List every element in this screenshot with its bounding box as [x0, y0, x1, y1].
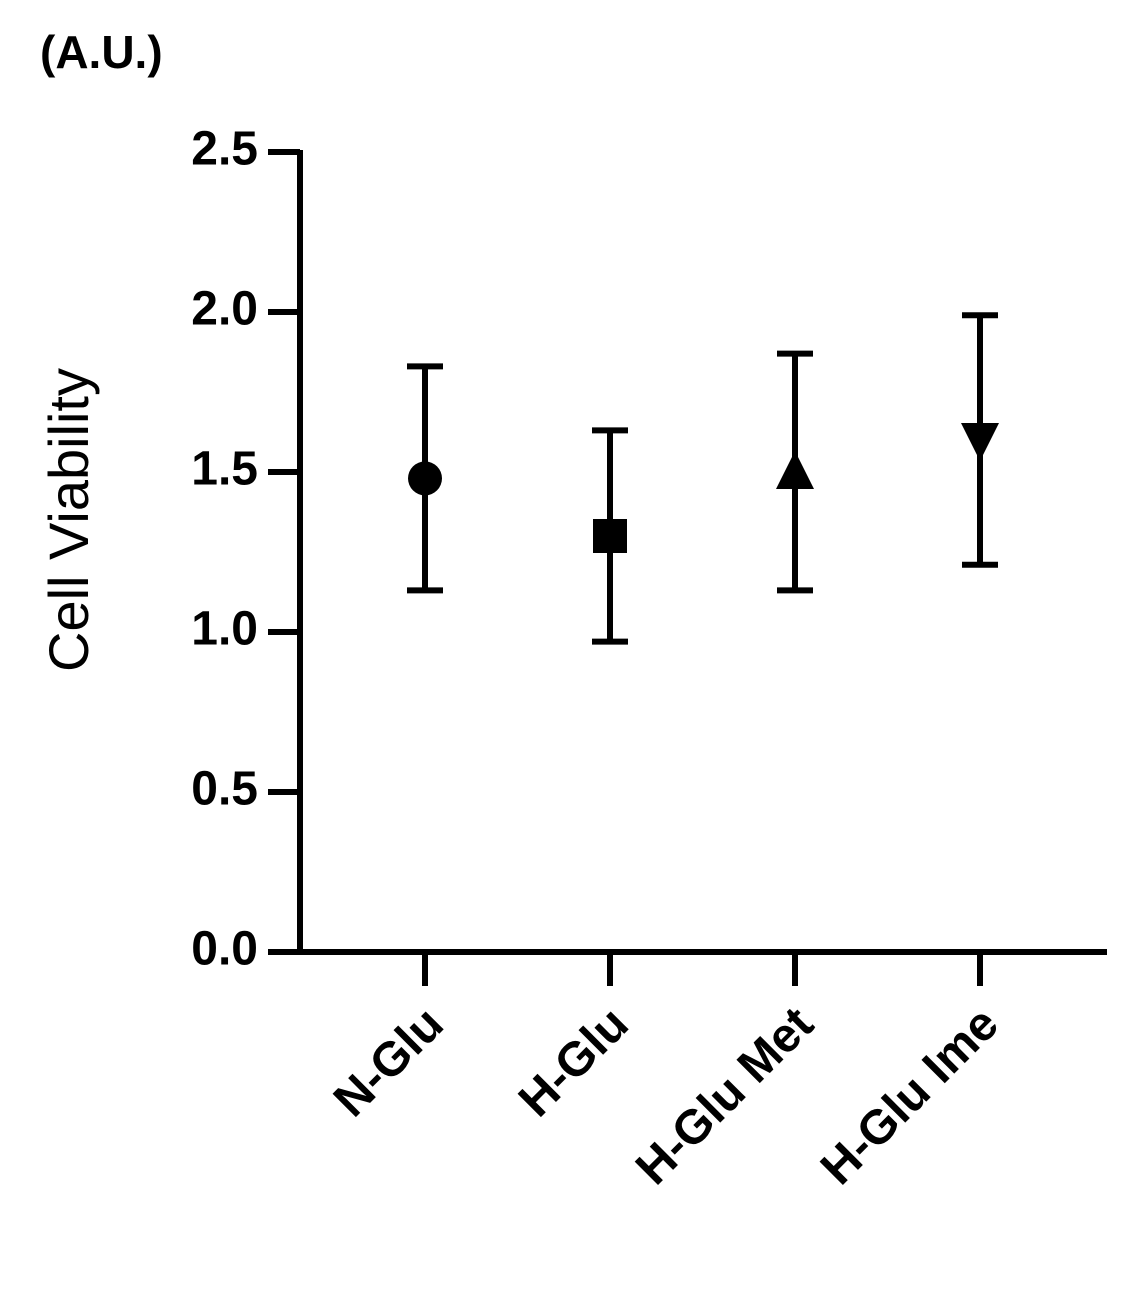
- marker: [593, 519, 627, 553]
- y-tick-label: 1.5: [191, 443, 258, 496]
- x-tick-label: H-Glu Met: [626, 997, 824, 1195]
- marker: [408, 461, 442, 496]
- unit-label: (A.U.): [40, 26, 163, 78]
- y-axis-label: Cell Viability: [37, 368, 100, 672]
- x-tick-label: H-Glu: [509, 997, 639, 1127]
- y-tick-label: 2.5: [191, 123, 258, 176]
- y-tick-label: 1.0: [191, 603, 258, 656]
- y-tick-label: 2.0: [191, 283, 258, 336]
- marker: [776, 451, 814, 489]
- x-tick-label: N-Glu: [324, 997, 454, 1127]
- y-tick-label: 0.5: [191, 763, 258, 816]
- y-tick-label: 0.0: [191, 923, 258, 976]
- x-tick-label: H-Glu Ime: [811, 997, 1009, 1195]
- marker: [961, 423, 999, 461]
